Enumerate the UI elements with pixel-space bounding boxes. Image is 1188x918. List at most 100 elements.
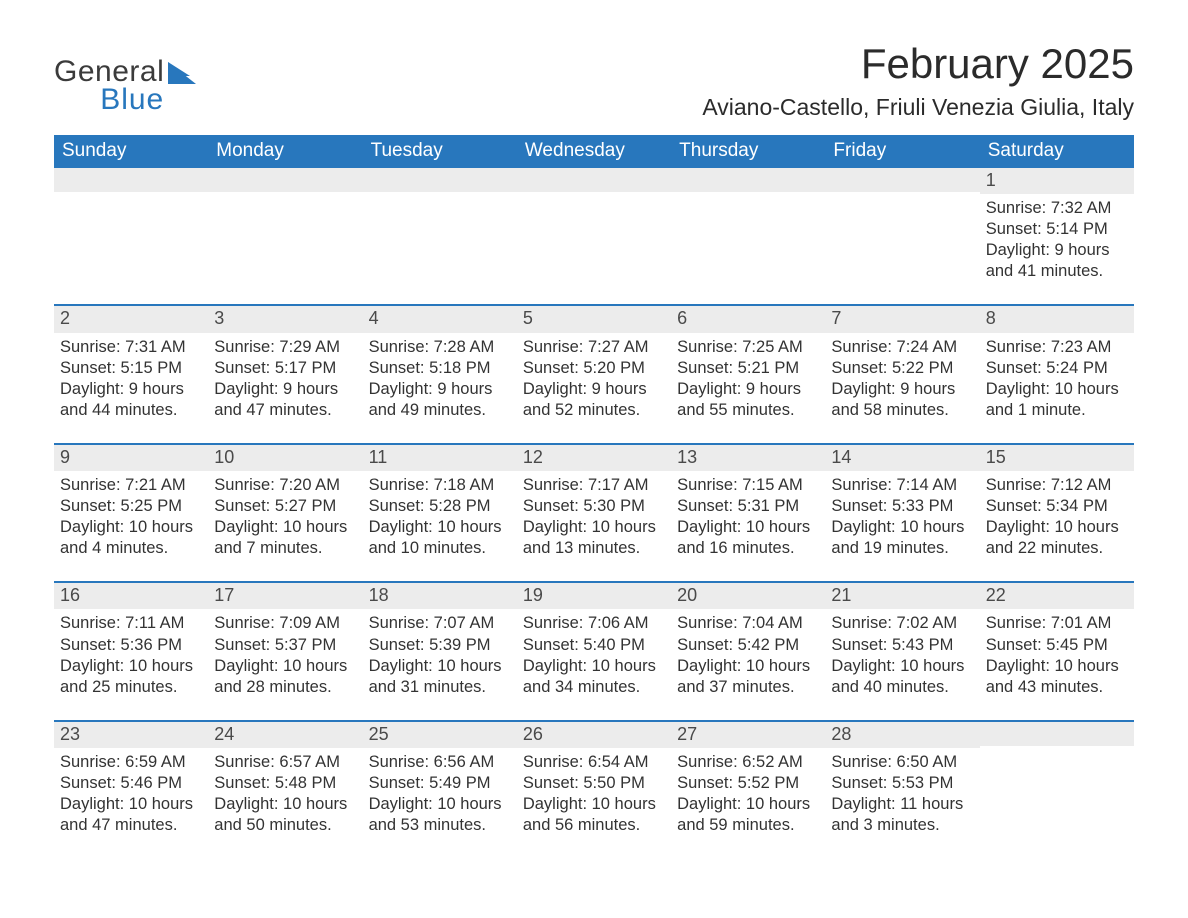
calendar-day: 12Sunrise: 7:17 AMSunset: 5:30 PMDayligh… — [517, 445, 671, 581]
sunrise-text: Sunrise: 7:24 AM — [831, 337, 965, 358]
daylight-text: Daylight: 9 hours and 49 minutes. — [369, 379, 503, 421]
calendar-day — [980, 722, 1134, 858]
brand-text: General Blue — [54, 58, 164, 113]
sunrise-text: Sunrise: 7:11 AM — [60, 613, 194, 634]
sunrise-text: Sunrise: 7:01 AM — [986, 613, 1120, 634]
day-number: 6 — [671, 306, 825, 332]
day-details: Sunrise: 7:18 AMSunset: 5:28 PMDaylight:… — [363, 475, 509, 559]
calendar-day: 5Sunrise: 7:27 AMSunset: 5:20 PMDaylight… — [517, 306, 671, 442]
day-number: 5 — [517, 306, 671, 332]
calendar-day: 13 Sunrise: 7:15 AMSunset: 5:31 PMDayligh… — [671, 445, 825, 581]
day-number: 2 — [54, 306, 208, 332]
daylight-text: Daylight: 9 hours and 44 minutes. — [60, 379, 194, 421]
day-details: Sunrise: 7:31 AMSunset: 5:15 PMDaylight:… — [54, 337, 200, 421]
sunset-text: Sunset: 5:14 PM — [986, 219, 1120, 240]
day-details: Sunrise: 6:52 AMSunset: 5:52 PMDaylight:… — [671, 752, 817, 836]
day-number: 24 — [208, 722, 362, 748]
sunset-text: Sunset: 5:28 PM — [369, 496, 503, 517]
brand-word-blue: Blue — [54, 86, 164, 114]
sunset-text: Sunset: 5:36 PM — [60, 635, 194, 656]
day-details: Sunrise: 6:50 AMSunset: 5:53 PMDaylight:… — [825, 752, 971, 836]
calendar-day: 8Sunrise: 7:23 AMSunset: 5:24 PMDaylight… — [980, 306, 1134, 442]
day-details: Sunrise: 7:21 AMSunset: 5:25 PMDaylight:… — [54, 475, 200, 559]
day-details: Sunrise: 7:07 AMSunset: 5:39 PMDaylight:… — [363, 613, 509, 697]
calendar-week: 1Sunrise: 7:32 AMSunset: 5:14 PMDaylight… — [54, 168, 1134, 304]
calendar-day — [825, 168, 979, 304]
day-number: 4 — [363, 306, 517, 332]
calendar-day: 7Sunrise: 7:24 AMSunset: 5:22 PMDaylight… — [825, 306, 979, 442]
sunrise-text: Sunrise: 7:17 AM — [523, 475, 657, 496]
day-number: 11 — [363, 445, 517, 471]
sunset-text: Sunset: 5:53 PM — [831, 773, 965, 794]
sunrise-text: Sunrise: 7:14 AM — [831, 475, 965, 496]
day-details: Sunrise: 7:28 AMSunset: 5:18 PMDaylight:… — [363, 337, 509, 421]
day-details: Sunrise: 7:02 AMSunset: 5:43 PMDaylight:… — [825, 613, 971, 697]
sunset-text: Sunset: 5:43 PM — [831, 635, 965, 656]
sunrise-text: Sunrise: 6:52 AM — [677, 752, 811, 773]
col-header-sun: Sunday — [54, 135, 208, 168]
calendar-day: 1Sunrise: 7:32 AMSunset: 5:14 PMDaylight… — [980, 168, 1134, 304]
day-details: Sunrise: 6:57 AMSunset: 5:48 PMDaylight:… — [208, 752, 354, 836]
daylight-text: Daylight: 10 hours and 25 minutes. — [60, 656, 194, 698]
calendar-day: 20Sunrise: 7:04 AMSunset: 5:42 PMDayligh… — [671, 583, 825, 719]
day-number: 7 — [825, 306, 979, 332]
day-details: Sunrise: 6:59 AMSunset: 5:46 PMDaylight:… — [54, 752, 200, 836]
sunrise-text: Sunrise: 6:59 AM — [60, 752, 194, 773]
day-details: Sunrise: 7:25 AMSunset: 5:21 PMDaylight:… — [671, 337, 817, 421]
day-details: Sunrise: 7:06 AMSunset: 5:40 PMDaylight:… — [517, 613, 663, 697]
daylight-text: Daylight: 10 hours and 16 minutes. — [677, 517, 811, 559]
sunrise-text: Sunrise: 7:31 AM — [60, 337, 194, 358]
calendar-day: 28 Sunrise: 6:50 AMSunset: 5:53 PMDayligh… — [825, 722, 979, 858]
day-number: 27 — [671, 722, 825, 748]
daylight-text: Daylight: 9 hours and 47 minutes. — [214, 379, 348, 421]
sunrise-text: Sunrise: 7:28 AM — [369, 337, 503, 358]
sunset-text: Sunset: 5:31 PM — [677, 496, 811, 517]
daylight-text: Daylight: 10 hours and 19 minutes. — [831, 517, 965, 559]
sunset-text: Sunset: 5:34 PM — [986, 496, 1120, 517]
sunrise-text: Sunrise: 7:25 AM — [677, 337, 811, 358]
calendar-day — [208, 168, 362, 304]
day-details: Sunrise: 7:20 AMSunset: 5:27 PMDaylight:… — [208, 475, 354, 559]
day-number: 3 — [208, 306, 362, 332]
calendar-day — [363, 168, 517, 304]
day-details: Sunrise: 7:15 AMSunset: 5:31 PMDaylight:… — [671, 475, 817, 559]
brand-logo: General Blue — [54, 40, 196, 113]
calendar-day: 21 Sunrise: 7:02 AMSunset: 5:43 PMDayligh… — [825, 583, 979, 719]
day-number: 21 — [825, 583, 979, 609]
calendar-day: 16Sunrise: 7:11 AMSunset: 5:36 PMDayligh… — [54, 583, 208, 719]
sunset-text: Sunset: 5:21 PM — [677, 358, 811, 379]
day-number: 23 — [54, 722, 208, 748]
sunset-text: Sunset: 5:45 PM — [986, 635, 1120, 656]
calendar-day: 10Sunrise: 7:20 AMSunset: 5:27 PMDayligh… — [208, 445, 362, 581]
calendar-day: 9Sunrise: 7:21 AMSunset: 5:25 PMDaylight… — [54, 445, 208, 581]
day-details: Sunrise: 7:12 AMSunset: 5:34 PMDaylight:… — [980, 475, 1126, 559]
sunset-text: Sunset: 5:37 PM — [214, 635, 348, 656]
col-header-fri: Friday — [825, 135, 979, 168]
sunrise-text: Sunrise: 6:57 AM — [214, 752, 348, 773]
daylight-text: Daylight: 10 hours and 40 minutes. — [831, 656, 965, 698]
daylight-text: Daylight: 10 hours and 31 minutes. — [369, 656, 503, 698]
daylight-text: Daylight: 10 hours and 7 minutes. — [214, 517, 348, 559]
daylight-text: Daylight: 10 hours and 43 minutes. — [986, 656, 1120, 698]
day-number: 28 — [825, 722, 979, 748]
calendar-day: 6 Sunrise: 7:25 AMSunset: 5:21 PMDaylight… — [671, 306, 825, 442]
daylight-text: Daylight: 10 hours and 13 minutes. — [523, 517, 657, 559]
calendar-day: 15Sunrise: 7:12 AMSunset: 5:34 PMDayligh… — [980, 445, 1134, 581]
daylight-text: Daylight: 11 hours and 3 minutes. — [831, 794, 965, 836]
calendar-day: 22Sunrise: 7:01 AMSunset: 5:45 PMDayligh… — [980, 583, 1134, 719]
calendar-week: 2 Sunrise: 7:31 AMSunset: 5:15 PMDaylight… — [54, 304, 1134, 442]
day-number: 13 — [671, 445, 825, 471]
calendar-day — [517, 168, 671, 304]
daylight-text: Daylight: 10 hours and 4 minutes. — [60, 517, 194, 559]
sunset-text: Sunset: 5:52 PM — [677, 773, 811, 794]
day-details: Sunrise: 7:32 AMSunset: 5:14 PMDaylight:… — [980, 198, 1126, 282]
day-number — [671, 168, 825, 192]
day-details: Sunrise: 7:04 AMSunset: 5:42 PMDaylight:… — [671, 613, 817, 697]
day-number — [825, 168, 979, 192]
day-details: Sunrise: 6:56 AMSunset: 5:49 PMDaylight:… — [363, 752, 509, 836]
sunrise-text: Sunrise: 7:23 AM — [986, 337, 1120, 358]
sunset-text: Sunset: 5:30 PM — [523, 496, 657, 517]
calendar-day: 23 Sunrise: 6:59 AMSunset: 5:46 PMDayligh… — [54, 722, 208, 858]
calendar-header-row: Sunday Monday Tuesday Wednesday Thursday… — [54, 135, 1134, 168]
sunrise-text: Sunrise: 7:09 AM — [214, 613, 348, 634]
